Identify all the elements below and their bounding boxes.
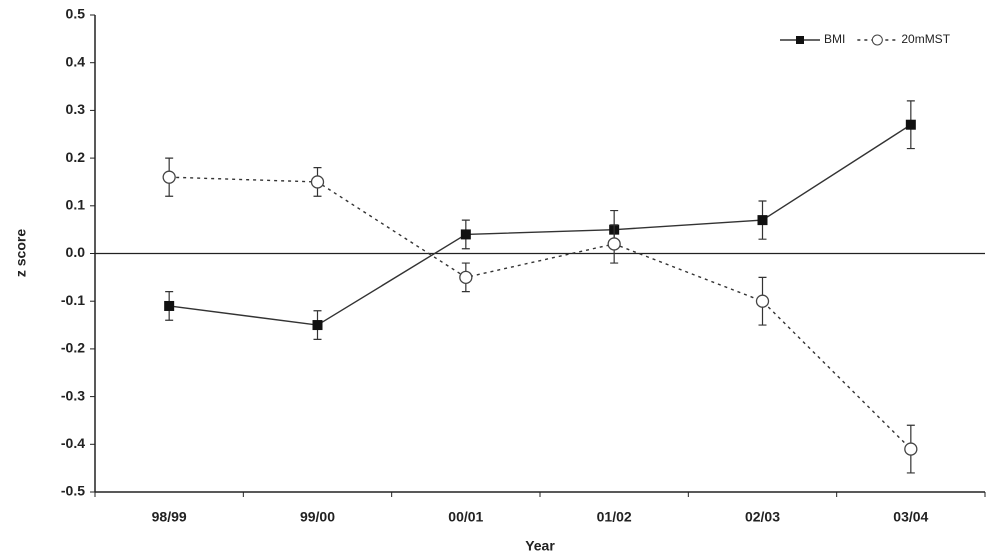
data-point — [460, 271, 472, 283]
series-line — [169, 125, 911, 325]
y-tick-label: -0.3 — [61, 387, 85, 403]
series-line — [169, 177, 911, 449]
legend-marker — [796, 36, 804, 44]
data-point — [906, 120, 916, 130]
x-axis-label: Year — [525, 538, 555, 554]
x-tick-label: 98/99 — [152, 509, 187, 525]
data-point — [163, 171, 175, 183]
data-point — [312, 176, 324, 188]
data-point — [164, 301, 174, 311]
y-tick-label: -0.4 — [61, 435, 85, 451]
x-tick-label: 99/00 — [300, 509, 335, 525]
x-tick-label: 00/01 — [448, 509, 483, 525]
data-point — [313, 320, 323, 330]
y-axis-label: z score — [13, 229, 29, 277]
y-tick-label: -0.1 — [61, 292, 85, 308]
data-point — [758, 215, 768, 225]
data-point — [905, 443, 917, 455]
y-tick-label: 0.2 — [66, 149, 86, 165]
chart: z score Year -0.5 -0.4 -0.3 -0.2 -0.1 0.0 0.1 0… — [0, 0, 989, 557]
y-tick-label: 0.0 — [66, 244, 86, 260]
legend-label: 20mMST — [901, 32, 950, 46]
page: z score Year -0.5 -0.4 -0.3 -0.2 -0.1 0.0 0.1 0… — [0, 0, 989, 557]
y-tick-label: 0.5 — [66, 6, 86, 22]
x-tick-label: 03/04 — [893, 509, 928, 525]
data-point — [757, 295, 769, 307]
y-tick-label: 0.1 — [66, 197, 86, 213]
y-tick-label: 0.3 — [66, 101, 86, 117]
y-tick-label: -0.2 — [61, 340, 85, 356]
y-tick-label: 0.4 — [66, 53, 86, 69]
legend-label: BMI — [824, 32, 845, 46]
legend-marker — [872, 35, 882, 45]
data-point — [461, 229, 471, 239]
x-tick-label: 01/02 — [597, 509, 632, 525]
data-point — [608, 238, 620, 250]
y-tick-label: -0.5 — [61, 483, 85, 499]
x-tick-label: 02/03 — [745, 509, 780, 525]
